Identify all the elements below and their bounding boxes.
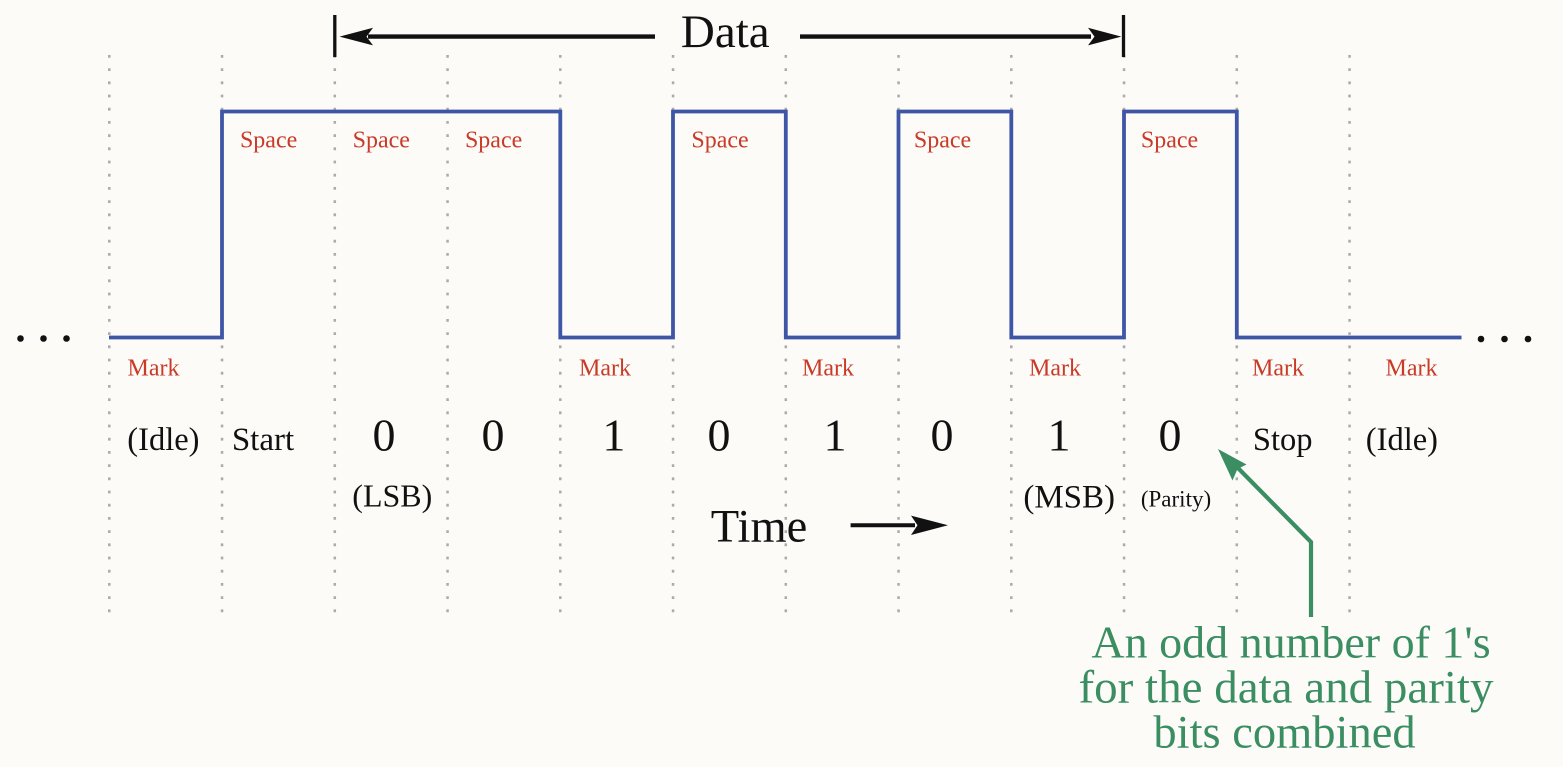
svg-text:for the data and parity: for the data and parity [1079, 662, 1494, 714]
svg-text:Space: Space [914, 128, 971, 154]
svg-text:1: 1 [824, 410, 847, 461]
svg-text:0: 0 [482, 410, 505, 461]
svg-text:1: 1 [602, 410, 625, 461]
svg-text:Mark: Mark [1029, 356, 1081, 382]
svg-text:Space: Space [240, 128, 297, 154]
svg-text:Mark: Mark [1252, 356, 1304, 382]
svg-text:(Parity): (Parity) [1141, 487, 1211, 512]
svg-text:An odd number of 1's: An odd number of 1's [1091, 617, 1490, 668]
svg-text:Space: Space [1141, 128, 1198, 154]
svg-text:Stop: Stop [1253, 422, 1313, 458]
svg-text:(Idle): (Idle) [127, 422, 199, 458]
svg-text:Start: Start [232, 422, 294, 458]
svg-text:Time: Time [711, 502, 808, 553]
svg-text:Mark: Mark [579, 356, 631, 382]
svg-text:Space: Space [691, 128, 748, 154]
svg-text:0: 0 [373, 410, 396, 461]
svg-text:(LSB): (LSB) [352, 478, 432, 514]
svg-text:(MSB): (MSB) [1023, 480, 1115, 516]
svg-text:Space: Space [353, 128, 410, 154]
svg-text:Data: Data [681, 6, 770, 58]
svg-text:0: 0 [931, 410, 954, 461]
svg-text:bits combined: bits combined [1153, 708, 1415, 759]
svg-text:0: 0 [1159, 410, 1182, 461]
svg-text:Mark: Mark [128, 356, 180, 382]
svg-text:Space: Space [465, 128, 522, 154]
svg-text:Mark: Mark [802, 356, 854, 382]
svg-text:Mark: Mark [1386, 356, 1438, 382]
svg-text:1: 1 [1048, 410, 1071, 461]
svg-text:(Idle): (Idle) [1366, 422, 1438, 458]
svg-text:0: 0 [708, 410, 731, 461]
